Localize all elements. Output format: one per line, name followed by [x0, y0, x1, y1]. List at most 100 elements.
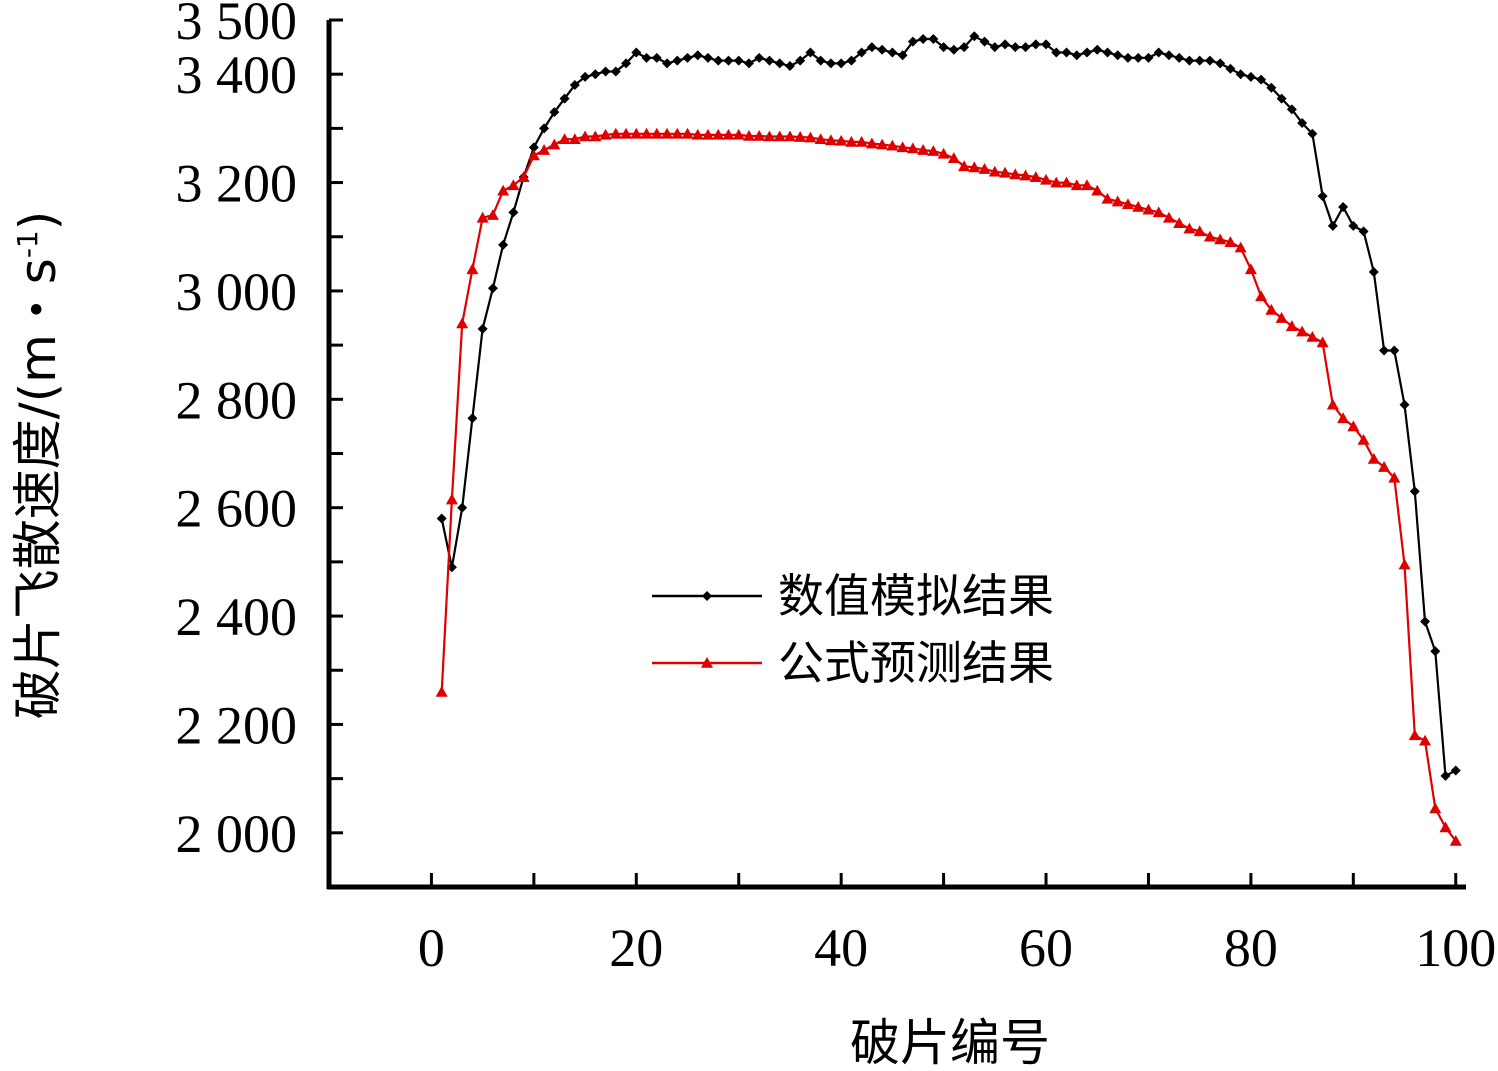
data-point	[1306, 330, 1319, 342]
data-point	[1326, 398, 1339, 410]
data-point	[1101, 192, 1114, 204]
data-point	[1193, 225, 1206, 237]
data-point	[456, 317, 469, 329]
data-point	[1040, 173, 1053, 185]
y-tick-label: 3 200	[176, 154, 298, 214]
axis-titles: 破片编号 破片飞散速度/(m・s-1)	[9, 211, 1050, 1071]
data-point	[671, 127, 684, 139]
data-point	[1071, 50, 1082, 61]
data-point	[1142, 203, 1155, 215]
data-point	[1307, 128, 1318, 139]
data-point	[1000, 39, 1011, 50]
data-point	[877, 44, 888, 55]
data-point	[1245, 71, 1256, 82]
data-point	[1378, 461, 1391, 472]
data-point	[835, 134, 848, 146]
data-point	[1408, 729, 1421, 741]
data-point	[517, 171, 530, 182]
data-point	[558, 133, 571, 145]
data-point	[712, 128, 725, 140]
data-point	[969, 31, 980, 42]
data-point	[477, 323, 488, 334]
data-point	[947, 152, 960, 163]
y-tick-label: 3 400	[176, 45, 298, 105]
legend-label: 公式预测结果	[778, 636, 1054, 690]
data-point	[1214, 233, 1227, 245]
data-point	[1143, 52, 1154, 63]
data-point	[1265, 303, 1278, 315]
data-point	[836, 58, 847, 69]
data-point	[1102, 47, 1113, 58]
data-point	[1244, 263, 1257, 275]
x-tick-label: 40	[814, 918, 868, 978]
data-point	[794, 131, 807, 142]
y-axis-title: 破片飞散速度/(m・s-1)	[9, 211, 67, 720]
data-point	[783, 130, 796, 142]
data-point	[457, 502, 468, 513]
data-point	[1285, 320, 1298, 331]
data-point	[1316, 336, 1329, 348]
data-point	[610, 66, 621, 77]
legend-marker	[702, 591, 712, 601]
data-point	[815, 55, 826, 66]
data-point	[599, 128, 612, 140]
data-point	[1020, 42, 1031, 53]
data-point	[630, 127, 643, 139]
data-point	[784, 61, 795, 72]
data-point	[856, 47, 867, 58]
data-point	[876, 138, 889, 150]
x-tick-label: 20	[609, 918, 663, 978]
data-point	[1184, 55, 1195, 66]
data-point	[866, 42, 877, 53]
data-point	[1347, 420, 1360, 432]
data-point	[804, 131, 817, 143]
data-point	[1275, 312, 1288, 323]
data-point	[1215, 58, 1226, 69]
data-point	[640, 127, 653, 139]
data-point	[580, 71, 591, 82]
data-point	[1162, 211, 1175, 223]
y-tick-label: 3 000	[176, 262, 298, 322]
x-axis-title: 破片编号	[850, 1014, 1050, 1071]
data-point	[1019, 169, 1032, 181]
data-point	[1327, 220, 1338, 231]
data-point	[641, 52, 652, 63]
data-point	[528, 142, 539, 153]
series-line	[440, 35, 1457, 778]
x-tick-label: 60	[1019, 918, 1073, 978]
data-point	[486, 209, 499, 220]
data-point	[1388, 471, 1401, 483]
data-point	[498, 239, 509, 250]
data-point	[1338, 201, 1349, 212]
data-point	[549, 107, 560, 118]
data-point	[1174, 52, 1185, 63]
series-simulation	[436, 31, 1461, 781]
data-point	[1419, 734, 1432, 746]
data-point	[1367, 452, 1380, 464]
data-point	[917, 144, 930, 155]
data-point	[507, 179, 520, 191]
x-tick-label: 80	[1224, 918, 1278, 978]
data-point	[774, 58, 785, 69]
data-point	[1317, 191, 1328, 202]
data-point	[1060, 176, 1073, 188]
data-point	[1041, 39, 1052, 50]
data-point	[487, 283, 498, 294]
data-point	[887, 47, 898, 58]
data-point	[814, 133, 827, 145]
data-point	[1224, 236, 1237, 247]
data-point	[1121, 198, 1134, 210]
data-point	[906, 142, 919, 154]
data-point	[805, 47, 816, 58]
data-point	[559, 93, 570, 104]
y-tick-label: 2 400	[176, 587, 298, 647]
data-point	[661, 127, 674, 139]
data-point	[620, 127, 633, 139]
legend-marker	[701, 657, 713, 668]
data-point	[938, 42, 949, 53]
data-point	[754, 52, 765, 63]
data-point	[1183, 222, 1196, 234]
data-point	[1379, 345, 1390, 356]
legend-item: 公式预测结果	[652, 636, 1054, 690]
